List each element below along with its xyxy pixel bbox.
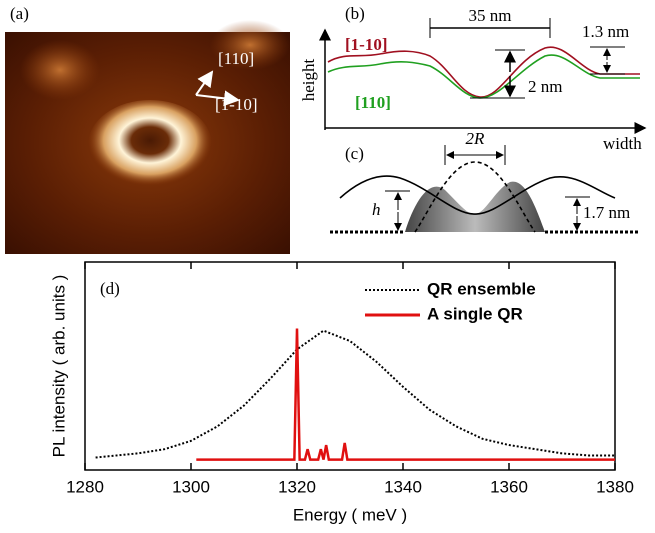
annotation: 1.3 nm: [582, 22, 629, 41]
panel-b: [319, 18, 647, 134]
legend-label: A single QR: [427, 304, 523, 323]
panel-label: (b): [345, 4, 365, 23]
x-tick-label: 1320: [278, 477, 316, 496]
annotation: 2 nm: [528, 77, 562, 96]
annotation: 1.7 nm: [583, 203, 630, 222]
series-line: [196, 328, 615, 461]
series-line: [95, 329, 615, 459]
x-tick-label: 1280: [66, 477, 104, 496]
dot-profile: [414, 161, 536, 233]
panel-label: (a): [10, 4, 29, 23]
axis-label: width: [603, 134, 642, 153]
series-label: [1-10]: [345, 35, 387, 54]
arrow: [195, 70, 214, 96]
afm-feature: [210, 20, 290, 70]
legend-label: QR ensemble: [427, 279, 536, 298]
plot-frame: [84, 261, 616, 471]
panel-label: (d): [100, 279, 120, 298]
profile-curve: [327, 46, 640, 98]
afm-feature: [20, 40, 100, 100]
panel-c: [330, 145, 640, 234]
panel-a: (a) [110] [1-10]: [5, 4, 290, 254]
x-tick-label: 1380: [596, 477, 634, 496]
series-label: [110]: [355, 93, 391, 112]
x-tick-label: 1340: [384, 477, 422, 496]
annotation: h: [372, 200, 381, 219]
panel-label: (c): [345, 144, 364, 163]
direction-label: [110]: [218, 49, 254, 68]
annotation: 35 nm: [469, 6, 512, 25]
y-axis-label: PL intensity ( arb. units ): [49, 275, 68, 458]
x-tick-label: 1360: [490, 477, 528, 496]
x-axis-label: Energy ( meV ): [293, 505, 407, 524]
profile-curve: [327, 54, 640, 99]
profile-curve: [339, 175, 616, 215]
afm-ring: [88, 100, 212, 190]
annotation: 2R: [466, 129, 486, 148]
x-tick-label: 1300: [172, 477, 210, 496]
arrow: [195, 90, 240, 107]
axis-label: height: [299, 58, 318, 101]
chart: (d) Energy ( meV ) PL intensity ( arb. u…: [49, 261, 634, 524]
ring-profile: [405, 181, 545, 232]
